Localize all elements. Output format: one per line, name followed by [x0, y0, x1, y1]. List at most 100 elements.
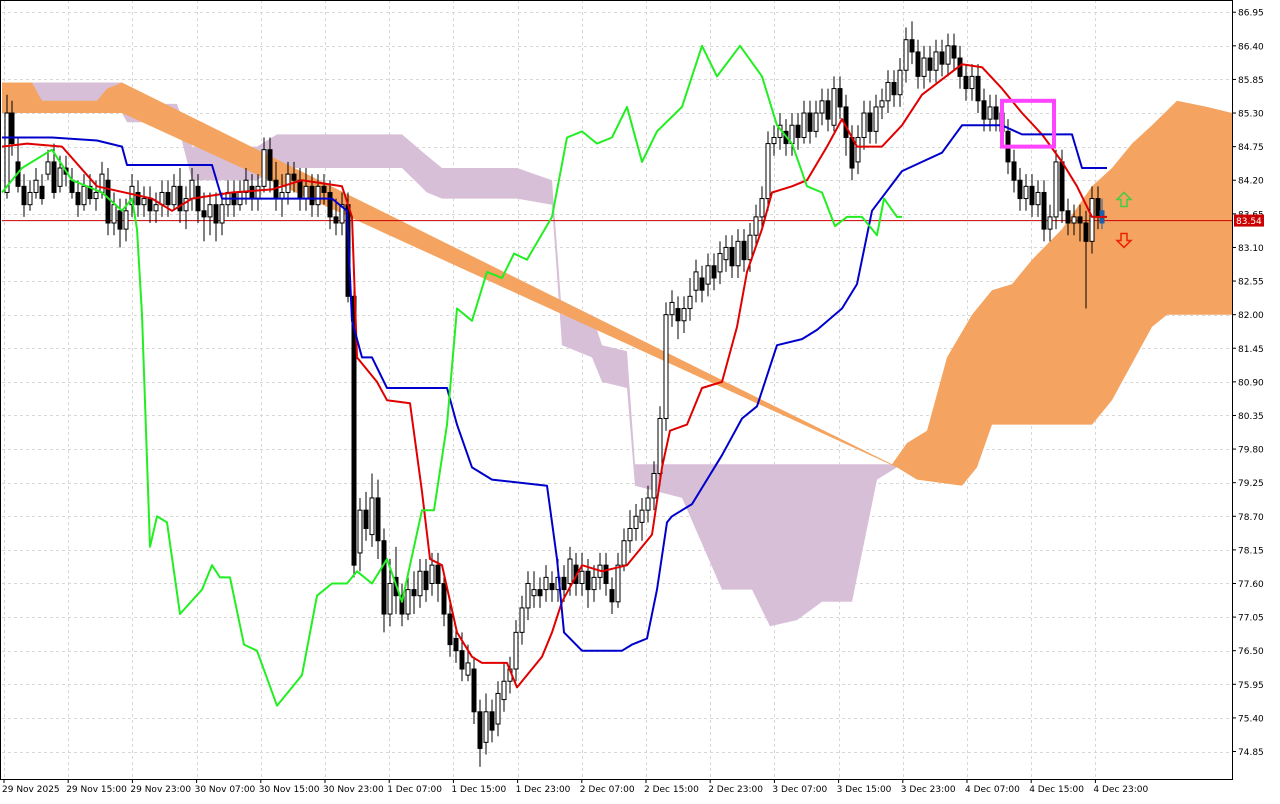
candle-body [885, 81, 891, 102]
candle-body [759, 198, 765, 218]
candle-body [933, 51, 939, 71]
x-tick-label: 1 Dec 23:00 [516, 785, 571, 795]
candle-body [57, 167, 63, 187]
candle-body [897, 69, 903, 96]
candle [27, 180, 33, 211]
candle-body [4, 112, 10, 193]
y-tick-label: 85.30 [1238, 110, 1264, 120]
candle-body [1017, 179, 1023, 200]
signal-highlight-box [1000, 98, 1056, 149]
candle [675, 296, 681, 340]
candle-body [357, 509, 363, 554]
candle [753, 204, 759, 248]
candle-body [387, 582, 393, 615]
candle [183, 186, 189, 230]
candle-body [699, 277, 705, 291]
candle [663, 302, 669, 431]
x-tick-label: 29 Nov 15:00 [66, 785, 127, 795]
candle [489, 699, 495, 743]
candle-body [381, 540, 387, 615]
x-tick-label: 30 Nov 15:00 [259, 785, 320, 795]
candle-body [765, 143, 771, 200]
y-tick-label: 82.00 [1238, 311, 1264, 321]
candle-body [645, 497, 651, 511]
x-tick-label: 29 Nov 23:00 [130, 785, 191, 795]
candle-body [453, 637, 459, 652]
x-tick-label: 29 Nov 2025 [2, 785, 60, 795]
x-tick-label: 1 Dec 07:00 [387, 785, 442, 795]
candle-body [1047, 216, 1053, 230]
candle-body [213, 204, 219, 224]
candle [513, 620, 519, 682]
candle-body [153, 204, 159, 212]
candle [837, 76, 843, 120]
candle [1071, 204, 1077, 236]
candle-body [807, 112, 813, 132]
candle-body [309, 185, 315, 206]
candle-body [207, 204, 213, 218]
candle-body [123, 210, 129, 230]
candle-body [621, 540, 627, 566]
candle-body [177, 185, 183, 212]
candle-body [327, 191, 333, 218]
candle-body [315, 185, 321, 206]
candle [525, 571, 531, 621]
candle-body [939, 51, 945, 65]
y-axis: 86.9586.4085.8585.3084.7584.2083.6583.10… [1232, 0, 1280, 800]
candle [639, 497, 645, 541]
candle [939, 39, 945, 77]
candle-body [717, 253, 723, 273]
candle-body [399, 595, 405, 615]
candle-body [705, 265, 711, 285]
candle [681, 296, 687, 333]
candle-body [861, 112, 867, 138]
candle-body [891, 81, 897, 96]
candle [213, 192, 219, 242]
candle [903, 27, 909, 83]
candle-body [615, 564, 621, 603]
candle [807, 100, 813, 144]
current-price-tag-bg [1234, 214, 1264, 227]
candle-body [429, 564, 435, 584]
y-tick-label: 76.50 [1238, 647, 1264, 657]
candle-body [417, 570, 423, 597]
candle-body [921, 57, 927, 77]
candle-body [963, 75, 969, 90]
candle-body [585, 570, 591, 591]
candle [9, 100, 15, 156]
candle-body [111, 204, 117, 224]
candle [579, 552, 585, 596]
kumo-bearish-area [2, 82, 897, 627]
candle-body [423, 570, 429, 591]
candle-body [723, 246, 729, 261]
candle-body [543, 576, 549, 591]
candle-body [333, 216, 339, 224]
candle [477, 699, 483, 767]
candle [21, 174, 27, 217]
candle [831, 76, 837, 132]
candle-body [1053, 161, 1059, 218]
candle-body [219, 204, 225, 224]
candle [39, 174, 45, 205]
candle-body [981, 100, 987, 120]
current-price-label: 83.54 [1236, 217, 1262, 227]
candle-body [303, 185, 309, 200]
candle [363, 491, 369, 541]
candle [405, 571, 411, 621]
candle [1065, 198, 1071, 236]
kumo-bullish-area [2, 82, 1232, 486]
x-tick-label: 2 Dec 15:00 [644, 785, 699, 795]
candle-body [1089, 198, 1095, 242]
candle [963, 64, 969, 101]
candle [177, 168, 183, 224]
candle-body [603, 564, 609, 584]
candle [411, 571, 417, 615]
candle-body [21, 185, 27, 206]
candle-body [441, 582, 447, 615]
candle [291, 161, 297, 193]
candle-body [501, 680, 507, 701]
candle-body [189, 179, 195, 200]
candle-body [855, 136, 861, 163]
